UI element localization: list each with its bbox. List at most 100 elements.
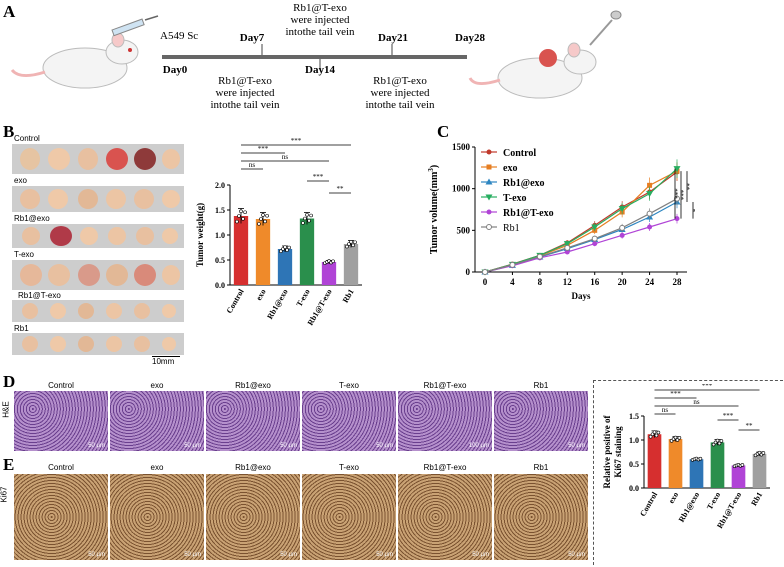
he-scale-label: 50 μm bbox=[376, 443, 393, 449]
significance-label: ** bbox=[337, 185, 345, 193]
legend-label: Control bbox=[503, 148, 536, 159]
injection-note-day14: Rb1@T-exo were injected intothe tail vein bbox=[285, 2, 355, 38]
x-tick-label: 0 bbox=[483, 277, 488, 287]
data-dot bbox=[347, 242, 351, 246]
ki67-stain-image: 50 μm bbox=[494, 474, 588, 560]
x-tick-label-1: exo bbox=[254, 288, 268, 303]
y-tick-label: 500 bbox=[457, 225, 471, 235]
series-marker bbox=[563, 241, 571, 248]
significance-label: ** bbox=[686, 183, 694, 191]
tumor-label-t-exo: T-exo bbox=[14, 250, 35, 259]
timeline-illustration bbox=[10, 10, 622, 99]
tumor-strip-rb1 bbox=[12, 333, 184, 355]
he-column-label: exo bbox=[150, 381, 164, 390]
data-dot bbox=[331, 259, 335, 264]
tumor-label-exo: exo bbox=[14, 176, 27, 185]
y-tick-label: 1.0 bbox=[215, 231, 225, 240]
tumor-strip-control bbox=[12, 144, 184, 174]
series-marker bbox=[564, 249, 570, 255]
series-marker bbox=[536, 253, 543, 260]
tumor-label-rb1-exo: Rb1@exo bbox=[14, 214, 50, 223]
ki67-column-label: Rb1@T-exo bbox=[423, 463, 467, 472]
he-stain-image: 50 μm bbox=[494, 391, 588, 451]
data-dot bbox=[345, 244, 349, 249]
mouse-syringe-icon bbox=[10, 15, 159, 89]
significance-label: ns bbox=[282, 153, 289, 161]
significance-label: ns bbox=[693, 398, 700, 406]
ki67-scale-label: 50 μm bbox=[88, 552, 105, 558]
y-tick-label: 0.5 bbox=[215, 256, 225, 265]
timeline-start-label: A549 Sc bbox=[160, 30, 199, 42]
he-stain-image: 100 μm bbox=[398, 391, 492, 451]
tumor-label-control: Control bbox=[14, 134, 40, 143]
x-tick-label: 4 bbox=[510, 277, 515, 287]
bar-5 bbox=[343, 244, 359, 285]
he-column-label: Rb1@T-exo bbox=[423, 381, 467, 390]
data-dot bbox=[261, 213, 265, 217]
timeline-day28: Day28 bbox=[455, 32, 485, 44]
bar-3 bbox=[299, 218, 315, 285]
data-dot bbox=[283, 245, 287, 249]
tumor-label-rb1-t-exo: Rb1@T-exo bbox=[18, 291, 61, 300]
injection-note-day21: Rb1@T-exo were injected intothe tail vein bbox=[365, 75, 435, 111]
he-column-label: Rb1 bbox=[533, 381, 549, 390]
significance-label: *** bbox=[291, 137, 302, 145]
ki67-column-label: Rb1@exo bbox=[235, 463, 271, 472]
panel-label-d: D bbox=[3, 372, 16, 391]
significance-label: *** bbox=[723, 412, 734, 420]
legend-label: T-exo bbox=[503, 193, 527, 204]
data-dot bbox=[287, 245, 291, 250]
data-dot bbox=[656, 430, 661, 435]
mouse-tumor-icon bbox=[468, 10, 622, 99]
significance-label: *** bbox=[313, 173, 324, 181]
y-tick-label: 0 bbox=[466, 267, 471, 277]
ki67-column-label: Rb1 bbox=[533, 463, 549, 472]
ki67-stain-image: 50 μm bbox=[302, 474, 396, 560]
ki67-column-label: exo bbox=[150, 463, 164, 472]
x-axis-label: Days bbox=[571, 291, 590, 301]
series-marker bbox=[647, 182, 653, 188]
bar-4 bbox=[321, 262, 337, 285]
legend-label: exo bbox=[503, 163, 517, 174]
y-axis-label: Tumor volume(mm3) bbox=[427, 165, 440, 254]
data-dot bbox=[351, 243, 355, 248]
data-dot bbox=[349, 240, 353, 244]
data-dot bbox=[698, 456, 703, 461]
y-axis-label: Tumor weight(g) bbox=[195, 203, 205, 267]
data-dot bbox=[301, 221, 305, 225]
data-dot bbox=[719, 439, 724, 443]
data-dot bbox=[673, 435, 678, 440]
tumor-scale-label: 10mm bbox=[152, 357, 175, 366]
series-marker bbox=[485, 178, 493, 185]
he-column-label: Control bbox=[48, 381, 74, 390]
significance-label: * bbox=[692, 208, 695, 212]
series-marker bbox=[486, 164, 492, 170]
bar-1 bbox=[255, 219, 271, 285]
tumor-strip-rb1-t-exo bbox=[12, 300, 184, 322]
data-dot bbox=[677, 436, 682, 440]
he-column-label: T-exo bbox=[338, 381, 359, 390]
ki67-stain-image: 50 μm bbox=[398, 474, 492, 560]
series-marker bbox=[619, 232, 625, 238]
legend-label: Rb1@exo bbox=[503, 178, 545, 189]
bar-2 bbox=[277, 249, 293, 285]
ki67-column-label: T-exo bbox=[338, 463, 359, 472]
timeline-day21: Day21 bbox=[378, 32, 408, 44]
panel-label-a: A bbox=[3, 2, 16, 21]
data-dot bbox=[650, 432, 655, 437]
y-tick-label: 0.0 bbox=[629, 484, 639, 493]
data-dot bbox=[652, 430, 657, 434]
bar-0 bbox=[233, 216, 249, 285]
series-line bbox=[484, 218, 678, 273]
significance-label: ns bbox=[249, 161, 256, 169]
data-dot bbox=[305, 212, 309, 217]
significance-label: *** bbox=[702, 384, 713, 390]
data-dot bbox=[353, 240, 357, 245]
row-label-ki67: Ki67 bbox=[0, 486, 9, 503]
x-tick-label-3: T-exo bbox=[705, 491, 722, 512]
series-marker bbox=[673, 166, 681, 173]
data-dot bbox=[239, 209, 243, 214]
series-marker bbox=[486, 149, 492, 155]
legend-label: Rb1@T-exo bbox=[503, 208, 554, 219]
